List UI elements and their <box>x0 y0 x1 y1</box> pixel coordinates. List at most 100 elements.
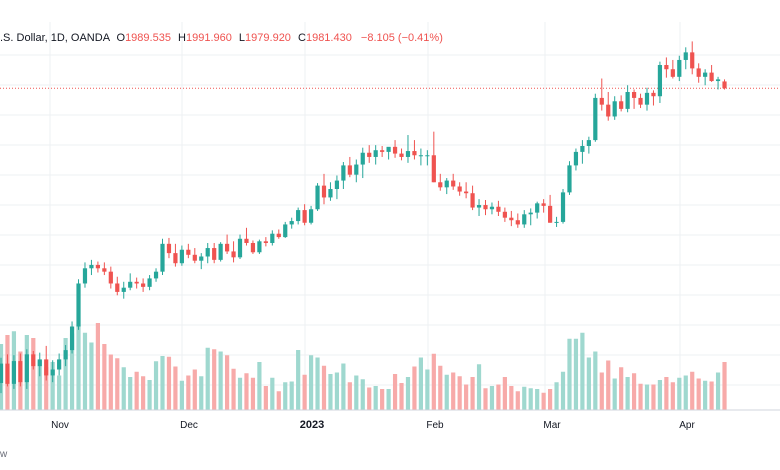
candle-body <box>638 97 643 105</box>
candle-body <box>237 238 243 258</box>
candle-body <box>270 233 275 243</box>
candle-body <box>218 243 223 260</box>
x-tick-label: Dec <box>180 420 198 431</box>
candles <box>0 41 727 394</box>
volume-bar <box>554 382 559 410</box>
candle-body <box>186 249 191 255</box>
candle-body <box>606 104 611 117</box>
candle-body <box>392 146 398 154</box>
candle-body <box>108 271 113 284</box>
candle-body <box>489 206 495 210</box>
open-value: 1989.535 <box>125 32 171 44</box>
volume-bar <box>373 386 378 410</box>
volume-bar <box>657 380 663 410</box>
candle-body <box>69 326 75 351</box>
candle-body <box>535 203 540 213</box>
candle-body <box>283 224 288 238</box>
candle-body <box>121 287 126 292</box>
candle-body <box>31 354 36 367</box>
volume-bar <box>179 380 184 410</box>
candle-body <box>63 350 68 360</box>
volume-bar <box>431 353 436 410</box>
volume-bar <box>212 349 217 410</box>
candle-body <box>50 369 55 376</box>
candle-body <box>631 92 637 98</box>
candle-body <box>651 92 656 97</box>
volume-bar <box>560 371 566 410</box>
high-value: 1991.960 <box>185 32 232 44</box>
volume-bar <box>63 338 68 410</box>
candle-body <box>496 206 501 212</box>
volume-bar <box>205 347 210 410</box>
volume-bar <box>225 355 230 410</box>
candle-body <box>166 243 172 254</box>
candle-body <box>18 361 23 383</box>
candle-body <box>567 165 572 193</box>
volume-bar <box>57 375 62 410</box>
candle-body <box>476 205 482 208</box>
volume-bar <box>296 350 301 410</box>
volume-bar <box>321 365 327 410</box>
volume-bar <box>677 377 682 410</box>
candle-body <box>263 241 268 243</box>
volume-bar <box>509 386 514 410</box>
candle-body <box>554 221 559 223</box>
volume-bar <box>496 384 501 410</box>
volume-bar <box>722 362 727 410</box>
candle-body <box>657 65 663 97</box>
volume-bar <box>644 384 650 410</box>
volume-bar <box>244 373 249 410</box>
volume-bar <box>489 386 495 410</box>
volume-bar <box>638 383 643 410</box>
volume-bar <box>121 367 126 410</box>
volume-bar <box>625 377 630 410</box>
volume-bar <box>302 374 307 410</box>
candle-body <box>76 283 81 327</box>
candle-body <box>102 268 107 272</box>
volume-bar <box>308 355 314 410</box>
candle-body <box>308 209 314 223</box>
volume-bar <box>715 372 721 410</box>
candle-body <box>225 243 230 252</box>
volume-bar <box>580 332 585 410</box>
candle-body <box>289 221 294 225</box>
volume-bar <box>237 377 243 410</box>
time-axis: Nov Dec 2023 Feb Mar Apr <box>51 419 695 431</box>
volume-bar <box>160 356 165 410</box>
candle-body <box>664 65 669 70</box>
candle-body <box>709 72 714 82</box>
grid <box>0 22 780 410</box>
candle-body <box>431 155 436 183</box>
volume-bar <box>703 380 708 410</box>
candle-body <box>231 251 236 258</box>
volume-bar <box>186 375 191 410</box>
candle-body <box>612 101 617 117</box>
candle-body <box>580 145 585 152</box>
candle-body <box>250 242 256 253</box>
footer-text: w <box>0 449 8 460</box>
volume-bar <box>528 388 533 410</box>
volume-bar <box>567 338 572 410</box>
volume-bar <box>683 375 688 410</box>
volume-bar <box>586 357 591 410</box>
volume-bar <box>173 366 178 410</box>
volume-bar <box>425 369 430 410</box>
volume-bar <box>548 389 553 410</box>
volume-bars <box>0 323 727 410</box>
candle-body <box>464 191 469 194</box>
volume-bar <box>37 360 42 410</box>
candle-body <box>160 243 165 272</box>
candle-body <box>470 193 475 208</box>
candle-body <box>173 253 178 264</box>
volume-bar <box>451 372 456 410</box>
candle-body <box>586 140 591 146</box>
volume-bar <box>418 357 423 410</box>
volume-bar <box>405 377 411 410</box>
volume-bar <box>464 384 469 410</box>
candle-body <box>147 278 152 287</box>
candle-body <box>276 233 281 238</box>
candle-body <box>696 68 701 77</box>
volume-bar <box>50 362 55 410</box>
